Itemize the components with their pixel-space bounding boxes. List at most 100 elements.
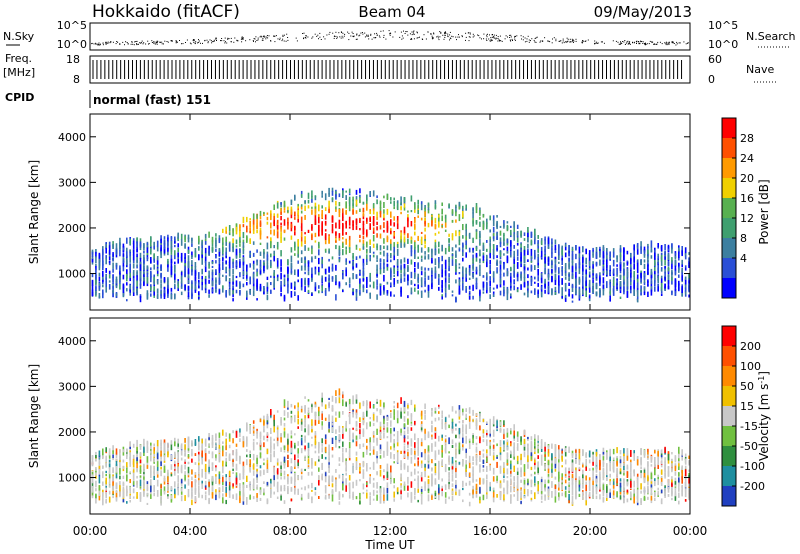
range-cell [654,266,656,271]
range-cell [328,193,330,197]
range-cell [448,273,450,278]
range-cell [204,485,207,488]
range-cell [108,463,111,468]
range-cell [321,229,323,236]
range-cell [246,265,248,272]
range-cell [331,229,334,234]
nsky-point [668,41,670,43]
nsky-point [213,39,215,41]
range-cell [431,282,433,290]
range-cell [204,448,207,454]
range-cell [174,466,176,470]
range-cell [451,253,454,257]
range-cell [187,279,190,284]
nsky-point [312,36,314,38]
range-cell [482,259,485,264]
range-cell [194,262,197,268]
range-cell [249,263,251,268]
range-cell [280,292,282,297]
range-cell [582,247,584,253]
range-cell [218,438,221,445]
range-cell [156,288,159,294]
range-cell [132,282,135,290]
range-cell [379,207,382,215]
range-cell [551,252,553,259]
nsky-point [102,44,104,46]
range-cell [420,271,423,276]
range-cell [606,265,608,269]
range-cell [379,200,382,205]
range-cell [544,289,546,294]
range-cell [606,252,608,255]
range-cell [160,238,162,244]
range-cell [191,255,193,259]
range-cell [650,240,653,248]
nsky-point [505,35,507,37]
nsky-point [154,41,156,43]
range-cell [218,279,221,284]
nsky-point [409,33,411,35]
range-cell [578,257,581,263]
range-cell [660,259,663,266]
range-cell [143,275,145,282]
range-cell [448,266,450,272]
range-cell [657,253,659,257]
range-cell [650,272,653,279]
range-cell [307,192,310,199]
range-cell [311,198,313,203]
range-cell [174,437,176,443]
range-cell [177,463,179,468]
range-cell [204,468,207,472]
range-cell [506,246,509,254]
nsky-point [509,34,511,36]
range-cell [390,254,392,259]
range-cell [198,478,200,485]
range-cell [132,496,135,499]
range-cell [390,259,392,263]
range-cell [105,455,107,459]
nsky-point [516,35,518,37]
range-cell [129,446,131,449]
range-cell [575,271,577,277]
range-cell [616,256,618,263]
range-cell [386,252,389,257]
range-cell [108,450,111,456]
range-cell [612,288,615,293]
range-cell [376,245,378,251]
nsky-point [125,41,127,43]
range-cell [335,206,337,210]
range-cell [571,275,574,280]
range-cell [215,457,217,461]
range-cell [321,210,323,217]
range-cell [256,280,258,285]
range-cell [400,273,402,279]
range-cell [585,277,587,282]
nsky-point [226,42,228,44]
range-cell [324,269,327,274]
range-cell [225,260,227,264]
range-cell [215,476,217,482]
range-cell [424,251,426,255]
nsky-point [189,42,191,44]
nsky-point [488,38,490,40]
nsky-point [107,42,109,44]
range-cell [156,461,159,467]
range-cell [132,278,135,283]
range-cell [475,229,478,232]
range-cell [328,237,330,244]
range-cell [331,263,334,270]
range-cell [194,285,197,290]
range-cell [208,460,210,467]
range-cell [105,246,107,254]
range-cell [671,269,673,277]
nave-tick-top: 60 [708,53,722,66]
nsky-point [402,37,404,39]
range-cell [355,244,358,248]
range-cell [362,246,365,250]
range-cell [492,233,495,237]
range-cell [441,269,443,274]
range-cell [657,283,659,287]
range-cell [547,262,550,266]
range-cell [228,256,231,264]
nsky-point [213,40,215,42]
